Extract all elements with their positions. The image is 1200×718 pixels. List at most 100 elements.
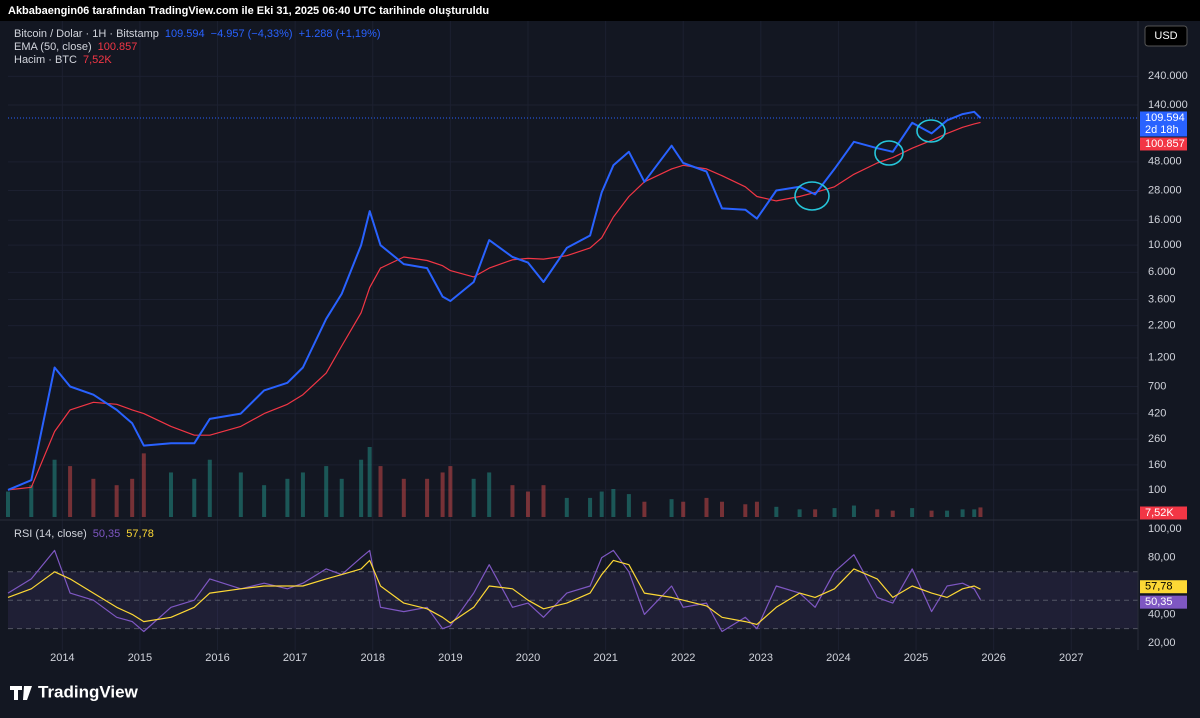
volume-bar bbox=[168, 472, 173, 517]
x-tick-label: 2016 bbox=[205, 652, 229, 664]
volume-bar bbox=[929, 510, 934, 517]
series-line bbox=[7, 110, 982, 491]
brand-logo bbox=[10, 686, 32, 700]
volume-bar bbox=[960, 509, 965, 517]
y-tick-label: 700 bbox=[1148, 380, 1166, 392]
x-tick-label: 2021 bbox=[593, 652, 617, 664]
volume-bar bbox=[339, 478, 344, 517]
legend-change: +1.288 (+1,19%) bbox=[299, 28, 381, 40]
volume-bar bbox=[626, 494, 631, 517]
x-tick-label: 2026 bbox=[981, 652, 1005, 664]
y-tick-label: 260 bbox=[1148, 433, 1166, 445]
x-tick-label: 2025 bbox=[904, 652, 928, 664]
volume-bar bbox=[875, 509, 880, 517]
volume-bar bbox=[681, 501, 686, 517]
volume-bar bbox=[285, 478, 290, 517]
rsi-ma-tag: 57,78 bbox=[1145, 581, 1173, 593]
rsi-tick-label: 100,00 bbox=[1148, 523, 1182, 535]
y-tick-label: 16.000 bbox=[1148, 214, 1182, 226]
rsi-tick-label: 40,00 bbox=[1148, 608, 1176, 620]
header-title: Akbabaengin06 tarafından TradingView.com… bbox=[8, 5, 489, 17]
volume-bar bbox=[754, 501, 759, 517]
volume-bar bbox=[832, 508, 837, 517]
annotation-circle bbox=[794, 181, 830, 211]
x-tick-label: 2015 bbox=[128, 652, 152, 664]
volume-bar bbox=[525, 491, 530, 517]
price-tag: 109.594 bbox=[1145, 112, 1185, 124]
legend-volume: Hacim · BTC bbox=[14, 54, 77, 66]
volume-bar bbox=[114, 485, 119, 517]
volume-bar bbox=[192, 478, 197, 517]
countdown-tag-bg bbox=[1140, 123, 1187, 137]
x-tick-label: 2017 bbox=[283, 652, 307, 664]
volume-bar bbox=[262, 485, 267, 517]
volume-bar bbox=[487, 472, 492, 517]
volume-bar bbox=[29, 485, 34, 517]
volume-bar bbox=[324, 466, 329, 517]
volume-bar bbox=[359, 459, 364, 517]
volume-bar bbox=[704, 497, 709, 517]
volume-bar bbox=[52, 459, 57, 517]
annotation-circle bbox=[916, 119, 946, 143]
x-tick-label: 2024 bbox=[826, 652, 850, 664]
currency-label[interactable]: USD bbox=[1154, 30, 1177, 42]
volume-bar bbox=[945, 510, 950, 517]
volume-bar bbox=[611, 489, 616, 517]
volume-bar bbox=[378, 466, 383, 517]
volume-bar bbox=[978, 507, 983, 517]
volume-bar bbox=[910, 508, 915, 517]
volume-bar bbox=[68, 466, 73, 517]
volume-bar bbox=[588, 497, 593, 517]
rsi-tick-label: 80,00 bbox=[1148, 551, 1176, 563]
y-tick-label: 100 bbox=[1148, 484, 1166, 496]
y-tick-label: 10.000 bbox=[1148, 239, 1182, 251]
rsi-tag-bg bbox=[1140, 595, 1187, 609]
volume-bar bbox=[797, 509, 802, 517]
legend-line: RSI (14, close) 50,35 57,78 bbox=[14, 528, 154, 540]
brand-name: TradingView bbox=[38, 682, 139, 701]
y-tick-label: 6.000 bbox=[1148, 266, 1176, 278]
volume-bar bbox=[510, 485, 515, 517]
legend-ema: EMA (50, close) bbox=[14, 41, 92, 53]
rsi-tag: 50,35 bbox=[1145, 596, 1173, 608]
y-tick-label: 160 bbox=[1148, 459, 1166, 471]
ema-tag: 100.857 bbox=[1145, 138, 1185, 150]
volume-bar bbox=[440, 472, 445, 517]
countdown-tag: 2d 18h bbox=[1145, 124, 1179, 136]
volume-bar bbox=[130, 478, 135, 517]
volume-bar bbox=[642, 501, 647, 517]
legend-change: −4.957 (−4,33%) bbox=[211, 28, 293, 40]
volume-bar bbox=[541, 485, 546, 517]
volume-bar bbox=[851, 505, 856, 517]
volume-bar bbox=[238, 472, 243, 517]
rsi-ma-tag-bg bbox=[1140, 580, 1187, 594]
y-tick-label: 48.000 bbox=[1148, 156, 1182, 168]
volume-bar bbox=[890, 510, 895, 517]
volume-bar bbox=[669, 499, 674, 517]
series-line bbox=[7, 559, 981, 625]
annotation-circle bbox=[874, 140, 904, 166]
volume-bar bbox=[425, 478, 430, 517]
x-tick-label: 2023 bbox=[749, 652, 773, 664]
legend-line: Hacim · BTC 7,52K bbox=[14, 54, 112, 66]
x-tick-label: 2027 bbox=[1059, 652, 1083, 664]
legend-rsi-value: 50,35 bbox=[93, 528, 121, 540]
volume-bar bbox=[6, 491, 10, 517]
x-tick-label: 2018 bbox=[361, 652, 385, 664]
volume-bar bbox=[564, 497, 569, 517]
legend-rsi: RSI (14, close) bbox=[14, 528, 87, 540]
volume-bar bbox=[471, 478, 476, 517]
legend-ema-value: 100.857 bbox=[98, 41, 138, 53]
currency-button[interactable] bbox=[1144, 25, 1188, 47]
y-tick-label: 2.200 bbox=[1148, 320, 1176, 332]
x-tick-label: 2020 bbox=[516, 652, 540, 664]
volume-bar bbox=[141, 453, 146, 517]
legend-symbol: Bitcoin / Dolar · 1H · Bitstamp bbox=[14, 28, 159, 40]
volume-bar bbox=[720, 501, 725, 517]
volume-bar bbox=[813, 509, 818, 517]
y-tick-label: 140.000 bbox=[1148, 99, 1188, 111]
marks bbox=[6, 110, 983, 633]
legend-last: 109.594 bbox=[165, 28, 205, 40]
